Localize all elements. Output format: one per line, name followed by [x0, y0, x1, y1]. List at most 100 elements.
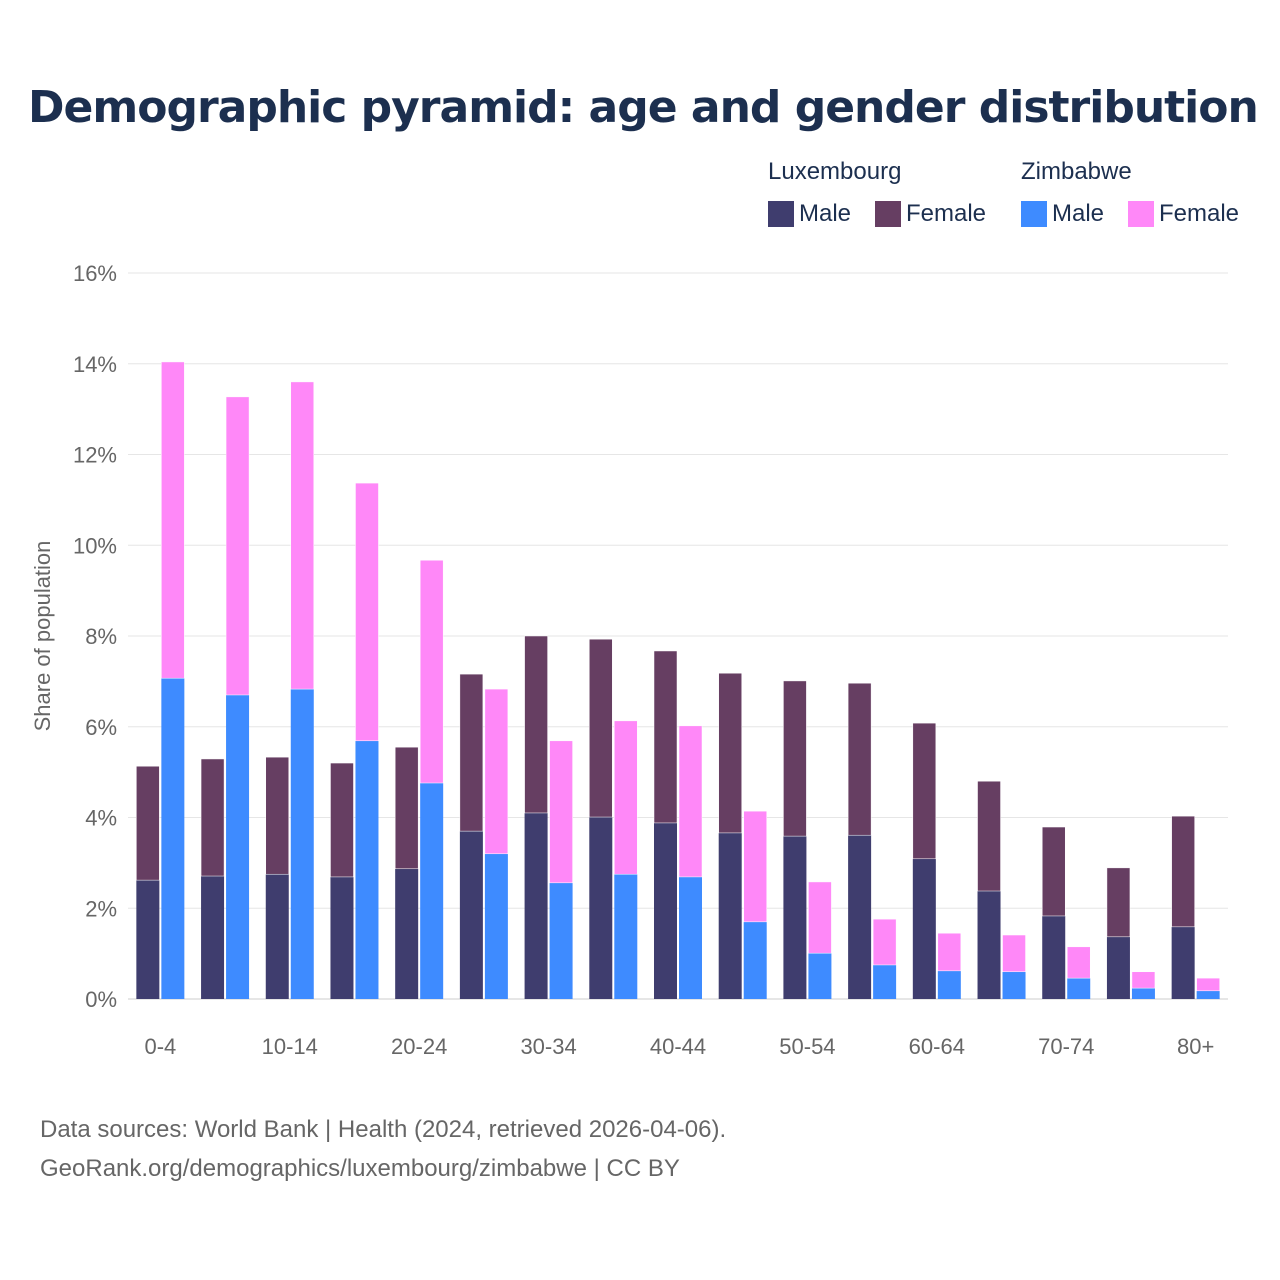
legend-item-lux-male[interactable]: Male: [768, 200, 851, 228]
y-tick-label: 8%: [85, 624, 117, 649]
bar-luxembourg-female-35-39: [589, 638, 613, 818]
x-tick-label: 70-74: [1038, 1034, 1094, 1059]
bar-zimbabwe-male-50-54: [808, 953, 832, 999]
bar-zimbabwe-male-15-19: [355, 740, 379, 999]
legend-item-zim-female[interactable]: Female: [1128, 200, 1239, 228]
y-axis-label: Share of population: [30, 541, 55, 732]
bar-luxembourg-male-80+: [1171, 926, 1195, 999]
y-tick-label: 12%: [73, 443, 117, 468]
bar-zimbabwe-female-75-79: [1131, 971, 1156, 989]
y-tick-label: 14%: [73, 352, 117, 377]
bar-zimbabwe-female-5-9: [225, 396, 250, 696]
bar-zimbabwe-male-5-9: [226, 694, 250, 999]
bar-zimbabwe-male-75-79: [1131, 988, 1155, 999]
bar-luxembourg-male-65-69: [977, 891, 1001, 999]
x-tick-label: 10-14: [262, 1034, 318, 1059]
bar-zimbabwe-female-15-19: [355, 482, 379, 742]
legend-swatch: [1128, 201, 1154, 227]
bar-luxembourg-female-15-19: [330, 762, 354, 878]
bar-luxembourg-female-50-54: [783, 680, 807, 837]
bar-zimbabwe-male-30-34: [549, 882, 573, 999]
bar-luxembourg-female-65-69: [977, 780, 1001, 892]
bar-zimbabwe-female-35-39: [614, 720, 638, 875]
bar-zimbabwe-female-25-29: [484, 688, 509, 855]
bar-zimbabwe-female-65-69: [1002, 934, 1026, 973]
bar-zimbabwe-female-10-14: [290, 381, 315, 690]
y-tick-label: 10%: [73, 533, 117, 558]
bar-zimbabwe-female-20-24: [419, 559, 444, 784]
bar-luxembourg-female-5-9: [200, 758, 225, 877]
bar-luxembourg-female-60-64: [912, 722, 937, 860]
bar-zimbabwe-female-30-34: [549, 740, 573, 884]
bar-luxembourg-male-55-59: [848, 835, 872, 999]
legend-item-zim-male[interactable]: Male: [1021, 200, 1104, 228]
source-line-2: GeoRank.org/demographics/luxembourg/zimb…: [40, 1155, 680, 1182]
bar-zimbabwe-male-45-49: [743, 921, 767, 999]
bar-luxembourg-female-55-59: [847, 682, 872, 836]
bar-luxembourg-female-20-24: [394, 746, 419, 870]
bar-luxembourg-female-0-4: [136, 765, 160, 881]
y-tick-label: 4%: [85, 806, 117, 831]
bar-zimbabwe-male-55-59: [873, 964, 897, 999]
bar-luxembourg-male-15-19: [330, 876, 354, 999]
bar-luxembourg-male-25-29: [459, 831, 483, 999]
bar-luxembourg-male-70-74: [1042, 915, 1066, 999]
bar-luxembourg-female-75-79: [1106, 867, 1131, 938]
x-tick-label: 80+: [1177, 1034, 1214, 1059]
bar-luxembourg-female-10-14: [265, 756, 290, 875]
y-tick-label: 16%: [73, 261, 117, 286]
legend-group-luxembourg: Luxembourg: [768, 158, 902, 185]
bar-luxembourg-male-60-64: [912, 858, 936, 999]
y-tick-label: 0%: [85, 987, 117, 1012]
bar-zimbabwe-male-40-44: [679, 876, 702, 999]
bar-luxembourg-female-70-74: [1041, 826, 1066, 917]
y-tick-label: 2%: [85, 896, 117, 921]
bar-zimbabwe-male-80+: [1196, 990, 1220, 999]
bar-zimbabwe-female-50-54: [808, 881, 832, 954]
bar-zimbabwe-female-0-4: [161, 361, 185, 679]
x-tick-label: 0-4: [144, 1034, 176, 1059]
bar-luxembourg-female-30-34: [524, 635, 548, 814]
bar-luxembourg-male-0-4: [136, 880, 160, 999]
legend-item-lux-female[interactable]: Female: [875, 200, 986, 228]
bar-zimbabwe-male-35-39: [614, 874, 638, 999]
bar-zimbabwe-male-10-14: [290, 689, 314, 999]
bar-luxembourg-male-5-9: [201, 876, 225, 999]
x-tick-label: 20-24: [391, 1034, 447, 1059]
x-tick-label: 50-54: [779, 1034, 835, 1059]
legend-label: Male: [799, 200, 852, 227]
bar-luxembourg-female-25-29: [459, 673, 484, 832]
bar-zimbabwe-female-60-64: [937, 932, 962, 972]
bar-zimbabwe-male-60-64: [937, 970, 961, 999]
bar-luxembourg-male-50-54: [783, 836, 807, 999]
bar-luxembourg-male-30-34: [524, 812, 548, 999]
source-line-1: Data sources: World Bank | Health (2024,…: [40, 1116, 727, 1143]
bar-zimbabwe-female-40-44: [678, 725, 703, 878]
legend-swatch: [1021, 201, 1047, 227]
legend-label: Male: [1052, 200, 1105, 227]
bar-luxembourg-male-75-79: [1106, 936, 1130, 999]
bar-zimbabwe-male-70-74: [1067, 978, 1091, 999]
x-tick-label: 60-64: [909, 1034, 965, 1059]
bar-zimbabwe-male-0-4: [161, 678, 185, 999]
bar-luxembourg-female-45-49: [718, 672, 742, 834]
chart-title: Demographic pyramid: age and gender dist…: [28, 82, 1259, 133]
bar-luxembourg-male-10-14: [265, 874, 289, 999]
x-tick-label: 30-34: [520, 1034, 576, 1059]
bar-zimbabwe-female-80+: [1196, 977, 1220, 992]
x-tick-label: 40-44: [650, 1034, 706, 1059]
legend-label: Female: [906, 200, 987, 227]
bar-zimbabwe-male-65-69: [1002, 971, 1026, 999]
legend-swatch: [768, 201, 794, 227]
bar-luxembourg-male-20-24: [395, 868, 419, 999]
bar-zimbabwe-male-25-29: [484, 853, 508, 999]
bar-luxembourg-female-40-44: [653, 650, 678, 824]
legend-label: Female: [1159, 200, 1240, 227]
bar-zimbabwe-female-55-59: [872, 918, 897, 966]
bar-zimbabwe-female-70-74: [1066, 946, 1091, 979]
bar-luxembourg-male-45-49: [718, 832, 742, 999]
bar-luxembourg-female-80+: [1171, 815, 1195, 928]
legend-group-zimbabwe: Zimbabwe: [1021, 158, 1132, 185]
bar-luxembourg-male-40-44: [654, 822, 677, 999]
